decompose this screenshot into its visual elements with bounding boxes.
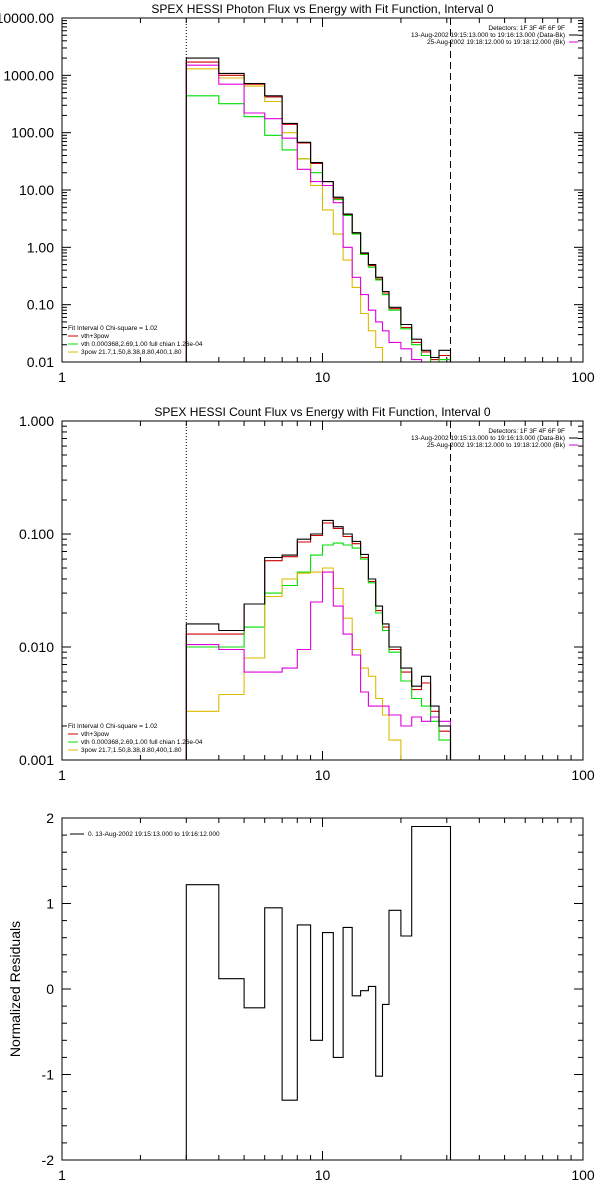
y-tick-label: 0.010 [19, 639, 54, 655]
y-tick-label: 1.00 [27, 239, 54, 255]
y-tick-label: 10000.00 [0, 10, 54, 26]
x-tick-label: 1 [58, 369, 66, 385]
y-tick-label: 1000.00 [3, 67, 54, 83]
fit-line-3: 3pow 21.7,1.50,8.38,8.80,400,1.80 [81, 747, 182, 754]
series-0-2 [185, 95, 452, 362]
y-axis-label: Normalized Residuals [7, 921, 23, 1057]
fit-line-0: Fit Interval 0 Chi-square = 1.02 [68, 325, 158, 332]
residual-legend-label: 0. 13-Aug-2002 19:15:13.000 to 19:16:12.… [88, 831, 220, 838]
y-tick-label: 0.10 [27, 297, 54, 313]
x-tick-label: 100 [571, 767, 595, 783]
y-tick-label: 100.00 [11, 125, 54, 141]
series-0-4 [185, 64, 423, 362]
fit-line-1: vth+3pow [81, 333, 109, 340]
fit-line-3: 3pow 21.7,1.50,8.38,8.80,400,1.80 [81, 349, 182, 356]
y-tick-label: 10.00 [19, 182, 54, 198]
plot-frame-0 [61, 17, 584, 363]
y-tick-label: -1 [42, 1067, 55, 1083]
y-tick-label: 0.01 [27, 354, 54, 370]
fit-line-2: vth 0.000368,2.69,1.00 full chian 1.26e-… [81, 341, 203, 348]
plot-frame-2 [61, 817, 584, 1161]
x-tick-label: 100 [571, 369, 595, 385]
series-1-2 [185, 542, 452, 760]
y-tick-label: 2 [46, 810, 54, 826]
fit-line-2: vth 0.000368,2.69,1.00 full chian 1.26e-… [81, 739, 203, 746]
fit-line-0: Fit Interval 0 Chi-square = 1.02 [68, 723, 158, 730]
info-line-0: Detectors: 1F 3F 4F 6F 9F [488, 428, 565, 435]
y-tick-label: 0.100 [19, 526, 54, 542]
y-tick-label: 1.000 [19, 413, 54, 429]
series-2-0 [185, 825, 452, 1160]
y-tick-label: 0 [46, 981, 54, 997]
chart-title-0: SPEX HESSI Photon Flux vs Energy with Fi… [151, 2, 493, 16]
y-tick-label: 1 [46, 896, 54, 912]
x-tick-label: 100 [571, 1167, 595, 1183]
series-0-1 [185, 61, 452, 362]
info-line-2: 25-Aug-2002 19:18:12.000 to 19:18:12.000… [427, 39, 565, 46]
series-0-3 [185, 68, 384, 362]
info-line-1: 13-Aug-2002 19:15:13.000 to 19:16:13.000… [411, 32, 565, 39]
x-tick-label: 10 [315, 369, 331, 385]
x-tick-label: 10 [315, 1167, 331, 1183]
chart-title-1: SPEX HESSI Count Flux vs Energy with Fit… [154, 405, 490, 419]
plot-frame-1 [61, 420, 584, 761]
info-line-0: Detectors: 1F 3F 4F 6F 9F [488, 25, 565, 32]
series-0-0 [185, 57, 452, 362]
x-tick-label: 10 [315, 767, 331, 783]
x-tick-label: 1 [58, 767, 66, 783]
x-tick-label: 1 [58, 1167, 66, 1183]
info-line-1: 13-Aug-2002 19:15:13.000 to 19:16:13.000… [411, 435, 565, 442]
y-tick-label: 0.001 [19, 752, 54, 768]
series-1-0 [185, 519, 452, 760]
info-line-2: 25-Aug-2002 19:18:12.000 to 19:18:12.000… [427, 442, 565, 449]
series-1-4 [185, 571, 452, 760]
series-1-3 [185, 567, 402, 760]
y-tick-label: -2 [42, 1152, 55, 1168]
fit-line-1: vth+3pow [81, 731, 109, 738]
series-1-1 [185, 522, 452, 760]
